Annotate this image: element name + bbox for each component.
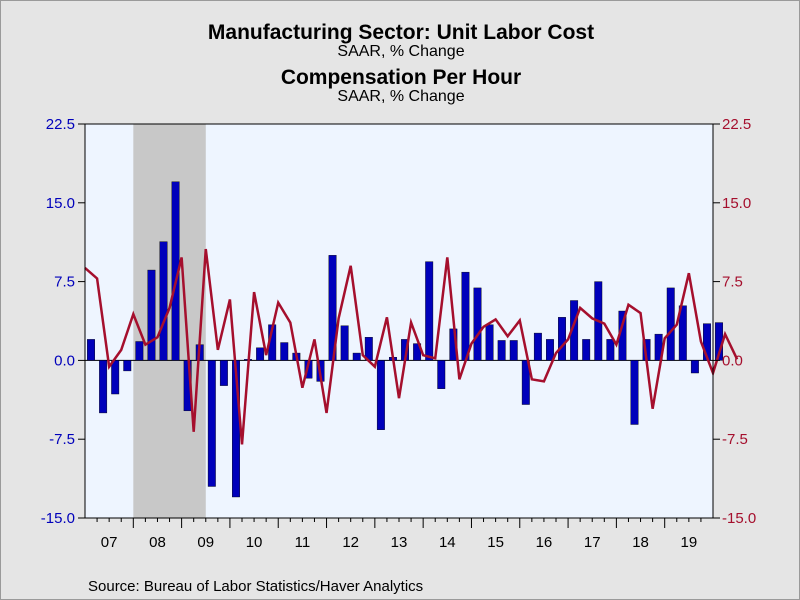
source-note: Source: Bureau of Labor Statistics/Haver…: [88, 578, 423, 595]
right-y-tick-label: -7.5: [722, 431, 748, 448]
x-tick-label: 13: [391, 534, 408, 551]
ulc-bar: [135, 341, 144, 361]
primary-title: Manufacturing Sector: Unit Labor Cost: [208, 21, 594, 44]
secondary-subtitle: SAAR, % Change: [337, 88, 464, 105]
axes: 22.5 22.5 15.0 15.0 7.5 7.5 0.0 0.0 -7.5 -7.5 -15.…: [41, 116, 756, 551]
ulc-bar: [473, 287, 482, 361]
x-tick-label: 18: [632, 534, 649, 551]
left-y-tick-label: 0.0: [54, 352, 75, 369]
x-tick-label: 12: [342, 534, 359, 551]
ulc-bar: [147, 269, 156, 361]
left-y-tick-label: 7.5: [54, 274, 75, 291]
ulc-bar: [219, 360, 228, 386]
ulc-bar: [425, 261, 434, 361]
x-tick-label: 07: [101, 534, 118, 551]
secondary-title: Compensation Per Hour: [281, 66, 521, 89]
ulc-bar: [485, 324, 494, 361]
ulc-bar: [352, 352, 361, 361]
primary-subtitle: SAAR, % Change: [337, 43, 464, 60]
compensation-per-hour-line: [84, 248, 739, 445]
x-tick-label: 10: [246, 534, 263, 551]
left-y-tick-label: 15.0: [46, 195, 75, 212]
ulc-bar: [497, 340, 506, 361]
ulc-bar: [690, 360, 699, 374]
x-tick-label: 15: [487, 534, 504, 551]
left-y-tick-label: 22.5: [46, 116, 75, 133]
ulc-bar: [99, 360, 108, 414]
x-tick-label: 08: [149, 534, 166, 551]
ulc-bar: [678, 305, 687, 361]
right-y-tick-label: -15.0: [722, 510, 756, 527]
ulc-bar: [437, 360, 446, 389]
x-tick-label: 17: [584, 534, 601, 551]
ulc-bar: [207, 360, 216, 487]
ulc-bar: [376, 360, 385, 430]
ulc-bar: [461, 271, 470, 361]
ulc-bar: [87, 339, 95, 361]
recession-shading: [133, 124, 206, 518]
x-tick-label: 16: [536, 534, 553, 551]
left-y-tick-label: -15.0: [41, 510, 75, 527]
right-y-tick-label: 7.5: [722, 274, 743, 291]
ulc-bar: [256, 347, 265, 361]
right-y-tick-label: 22.5: [722, 116, 751, 133]
ulc-bar: [666, 287, 675, 361]
ulc-bar: [340, 325, 349, 361]
ulc-bar: [280, 342, 289, 361]
ulc-bar: [159, 241, 168, 361]
ulc-bar: [521, 360, 530, 405]
right-y-tick-label: 15.0: [722, 195, 751, 212]
ulc-bar: [546, 339, 554, 361]
x-tick-label: 19: [681, 534, 698, 551]
x-tick-label: 14: [439, 534, 456, 551]
x-tick-label: 09: [197, 534, 214, 551]
left-y-tick-label: -7.5: [49, 431, 75, 448]
ulc-bar: [630, 360, 639, 425]
ulc-bar: [582, 339, 591, 361]
ulc-bar: [111, 360, 120, 395]
ulc-bar: [533, 332, 542, 361]
x-tick-label: 11: [295, 534, 311, 551]
right-y-tick-label: 0.0: [722, 352, 743, 369]
ulc-bar: [558, 317, 566, 361]
ulc-bar: [606, 339, 615, 361]
ulc-bar: [509, 340, 518, 361]
ulc-bar: [123, 360, 132, 372]
